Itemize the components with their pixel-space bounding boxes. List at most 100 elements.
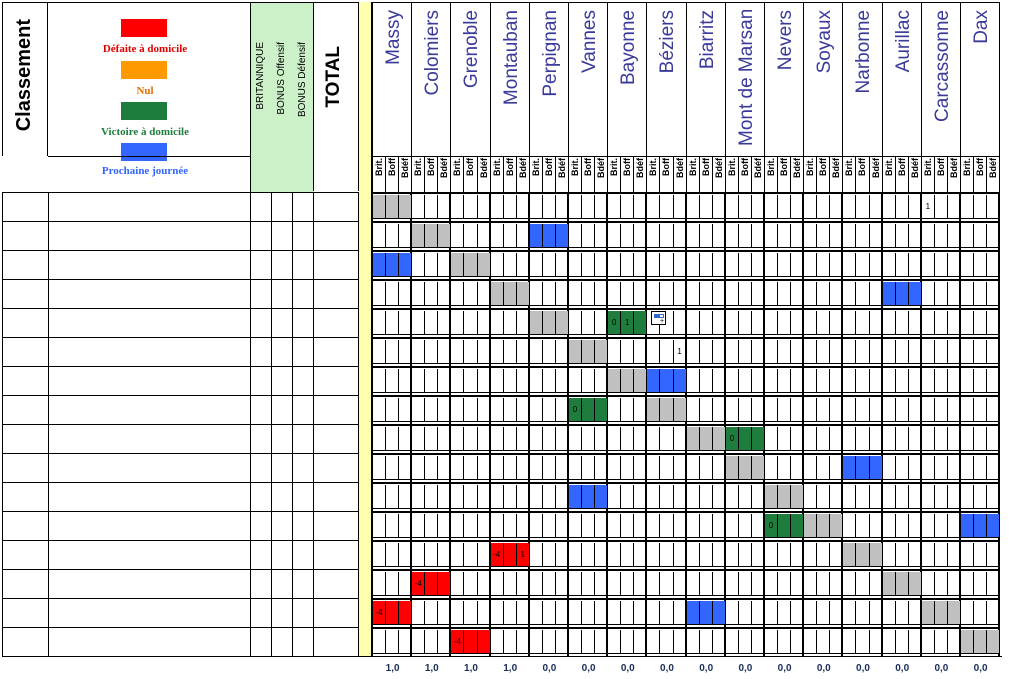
matrix-subcell[interactable] (373, 572, 387, 596)
matrix-subcell[interactable] (464, 253, 478, 277)
matrix-subcell[interactable] (516, 485, 530, 509)
matrix-subcell[interactable] (569, 195, 583, 219)
matrix-subcell[interactable] (673, 427, 687, 451)
matrix-cell[interactable] (608, 337, 648, 366)
matrix-subcell[interactable] (804, 427, 818, 451)
matrix-subcell[interactable] (634, 311, 648, 335)
matrix-subcell[interactable] (699, 282, 713, 306)
matrix-subcell[interactable] (490, 282, 504, 306)
matrix-cell[interactable] (412, 627, 452, 656)
matrix-subcell[interactable] (791, 427, 805, 451)
matrix-subcell[interactable] (477, 572, 491, 596)
matrix-subcell[interactable] (882, 340, 896, 364)
matrix-subcell[interactable] (725, 456, 739, 480)
matrix-subcell[interactable] (869, 601, 883, 625)
matrix-subcell[interactable] (542, 340, 556, 364)
matrix-subcell[interactable] (542, 456, 556, 480)
matrix-subcell[interactable] (464, 456, 478, 480)
matrix-cell[interactable] (412, 308, 452, 337)
matrix-subcell[interactable] (686, 311, 700, 335)
matrix-subcell[interactable] (608, 195, 622, 219)
matrix-subcell[interactable] (399, 311, 413, 335)
matrix-subcell[interactable] (830, 282, 844, 306)
matrix-subcell[interactable] (751, 282, 765, 306)
matrix-cell[interactable] (608, 424, 648, 453)
matrix-subcell[interactable] (595, 398, 609, 422)
matrix-subcell[interactable] (882, 543, 896, 567)
matrix-subcell[interactable] (830, 456, 844, 480)
matrix-cell[interactable] (608, 453, 648, 482)
matrix-subcell[interactable] (621, 572, 635, 596)
matrix-subcell[interactable] (934, 456, 948, 480)
matrix-subcell[interactable] (947, 282, 961, 306)
matrix-subcell[interactable] (425, 224, 439, 248)
matrix-subcell[interactable] (974, 630, 988, 654)
matrix-subcell[interactable] (621, 427, 635, 451)
matrix-subcell[interactable] (869, 485, 883, 509)
matrix-subcell[interactable] (778, 427, 792, 451)
matrix-subcell[interactable] (451, 456, 465, 480)
matrix-cell[interactable] (804, 250, 844, 279)
matrix-subcell[interactable] (516, 427, 530, 451)
matrix-subcell[interactable] (503, 456, 517, 480)
matrix-subcell[interactable] (934, 601, 948, 625)
matrix-cell[interactable] (451, 221, 491, 250)
matrix-subcell[interactable] (817, 630, 831, 654)
matrix-subcell[interactable] (373, 282, 387, 306)
matrix-subcell[interactable] (451, 224, 465, 248)
matrix-subcell[interactable] (503, 543, 517, 567)
matrix-subcell[interactable] (412, 369, 426, 393)
matrix-subcell[interactable] (464, 311, 478, 335)
matrix-subcell[interactable] (386, 195, 400, 219)
matrix-subcell[interactable] (921, 514, 935, 538)
matrix-subcell[interactable] (725, 311, 739, 335)
matrix-subcell[interactable] (791, 369, 805, 393)
matrix-subcell[interactable] (961, 253, 975, 277)
matrix-subcell[interactable] (686, 543, 700, 567)
matrix-subcell[interactable] (477, 253, 491, 277)
matrix-subcell[interactable] (817, 282, 831, 306)
matrix-subcell[interactable]: 1 (516, 543, 530, 567)
matrix-subcell[interactable] (934, 224, 948, 248)
matrix-cell[interactable] (412, 598, 452, 627)
matrix-subcell[interactable] (817, 427, 831, 451)
matrix-subcell[interactable] (686, 253, 700, 277)
matrix-subcell[interactable] (751, 572, 765, 596)
matrix-subcell[interactable] (373, 456, 387, 480)
matrix-subcell[interactable] (464, 485, 478, 509)
matrix-subcell[interactable] (373, 340, 387, 364)
matrix-subcell[interactable] (621, 195, 635, 219)
matrix-subcell[interactable] (738, 514, 752, 538)
matrix-subcell[interactable] (373, 224, 387, 248)
matrix-subcell[interactable] (373, 195, 387, 219)
matrix-subcell[interactable] (373, 253, 387, 277)
matrix-subcell[interactable] (399, 340, 413, 364)
matrix-subcell[interactable] (791, 456, 805, 480)
matrix-subcell[interactable] (686, 601, 700, 625)
matrix-subcell[interactable] (712, 398, 726, 422)
matrix-subcell[interactable] (699, 195, 713, 219)
matrix-subcell[interactable] (856, 282, 870, 306)
matrix-cell[interactable] (608, 221, 648, 250)
matrix-subcell[interactable] (503, 340, 517, 364)
matrix-subcell[interactable] (934, 427, 948, 451)
matrix-subcell[interactable] (490, 601, 504, 625)
matrix-subcell[interactable] (738, 601, 752, 625)
matrix-subcell[interactable] (856, 427, 870, 451)
matrix-subcell[interactable] (673, 311, 687, 335)
matrix-cell[interactable] (451, 482, 491, 511)
matrix-subcell[interactable] (516, 369, 530, 393)
matrix-subcell[interactable] (895, 253, 909, 277)
matrix-subcell[interactable] (647, 195, 661, 219)
matrix-subcell[interactable] (712, 311, 726, 335)
matrix-cell[interactable] (412, 482, 452, 511)
matrix-subcell[interactable] (490, 398, 504, 422)
matrix-subcell[interactable] (438, 253, 452, 277)
matrix-subcell[interactable] (438, 224, 452, 248)
matrix-subcell[interactable] (817, 311, 831, 335)
matrix-subcell[interactable] (621, 630, 635, 654)
matrix-cell[interactable] (843, 424, 883, 453)
matrix-subcell[interactable] (542, 369, 556, 393)
matrix-subcell[interactable] (529, 282, 543, 306)
matrix-subcell[interactable] (725, 398, 739, 422)
